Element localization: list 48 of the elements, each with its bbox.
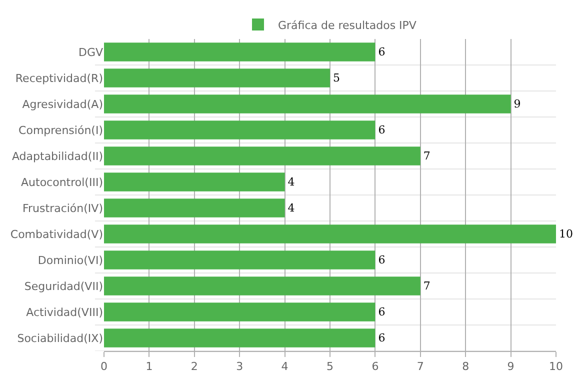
bar	[104, 198, 285, 218]
data-label: 7	[423, 150, 430, 162]
data-label: 6	[378, 332, 386, 344]
y-tick-label: Receptividad(R)	[15, 72, 103, 85]
data-label: 6	[378, 46, 386, 58]
data-label: 10	[559, 228, 573, 240]
x-tick-label: 4	[281, 360, 288, 374]
x-tick-label: 5	[326, 360, 334, 374]
legend-label: Gráfica de resultados IPV	[278, 18, 417, 32]
x-tick-label: 10	[549, 360, 563, 374]
x-tick-label: 8	[462, 360, 470, 374]
bar	[104, 224, 556, 244]
x-tick-label: 9	[507, 360, 514, 374]
data-label: 9	[514, 98, 521, 110]
data-label: 6	[378, 124, 386, 136]
bar	[104, 250, 376, 270]
x-tick-label: 1	[146, 360, 153, 374]
bar	[104, 276, 420, 296]
bar	[104, 328, 376, 348]
y-tick-label: Combatividad(V)	[10, 228, 103, 241]
x-tick-label: 7	[416, 360, 424, 374]
x-tick-label: 0	[100, 360, 108, 374]
data-label: 4	[288, 176, 295, 188]
bar	[104, 42, 376, 62]
y-tick-label: Actividad(VIII)	[26, 306, 103, 319]
data-label: 4	[288, 202, 295, 214]
y-tick-label: Sociabilidad(IX)	[17, 332, 103, 345]
data-label: 6	[378, 306, 386, 318]
bar	[104, 120, 376, 140]
data-label: 7	[423, 280, 430, 292]
y-tick-label: Agresividad(A)	[22, 98, 103, 111]
y-tick-label: Seguridad(VII)	[24, 280, 103, 293]
x-tick-label: 2	[190, 360, 198, 374]
x-tick-label: 3	[236, 360, 244, 374]
y-tick-label: Dominio(VI)	[38, 254, 103, 267]
bar	[104, 94, 511, 114]
y-tick-label: Autocontrol(III)	[21, 176, 103, 189]
x-tick-label: 6	[372, 360, 379, 374]
y-tick-label: DGV	[78, 46, 104, 59]
bar	[104, 302, 376, 322]
y-tick-label: Adaptabilidad(II)	[12, 150, 103, 163]
y-tick-label: Comprensión(I)	[18, 124, 103, 137]
bar	[104, 68, 330, 88]
bar	[104, 146, 420, 166]
y-tick-label: Frustración(IV)	[22, 202, 103, 215]
data-label: 6	[378, 254, 386, 266]
data-label: 5	[333, 72, 340, 84]
bar	[104, 172, 285, 192]
